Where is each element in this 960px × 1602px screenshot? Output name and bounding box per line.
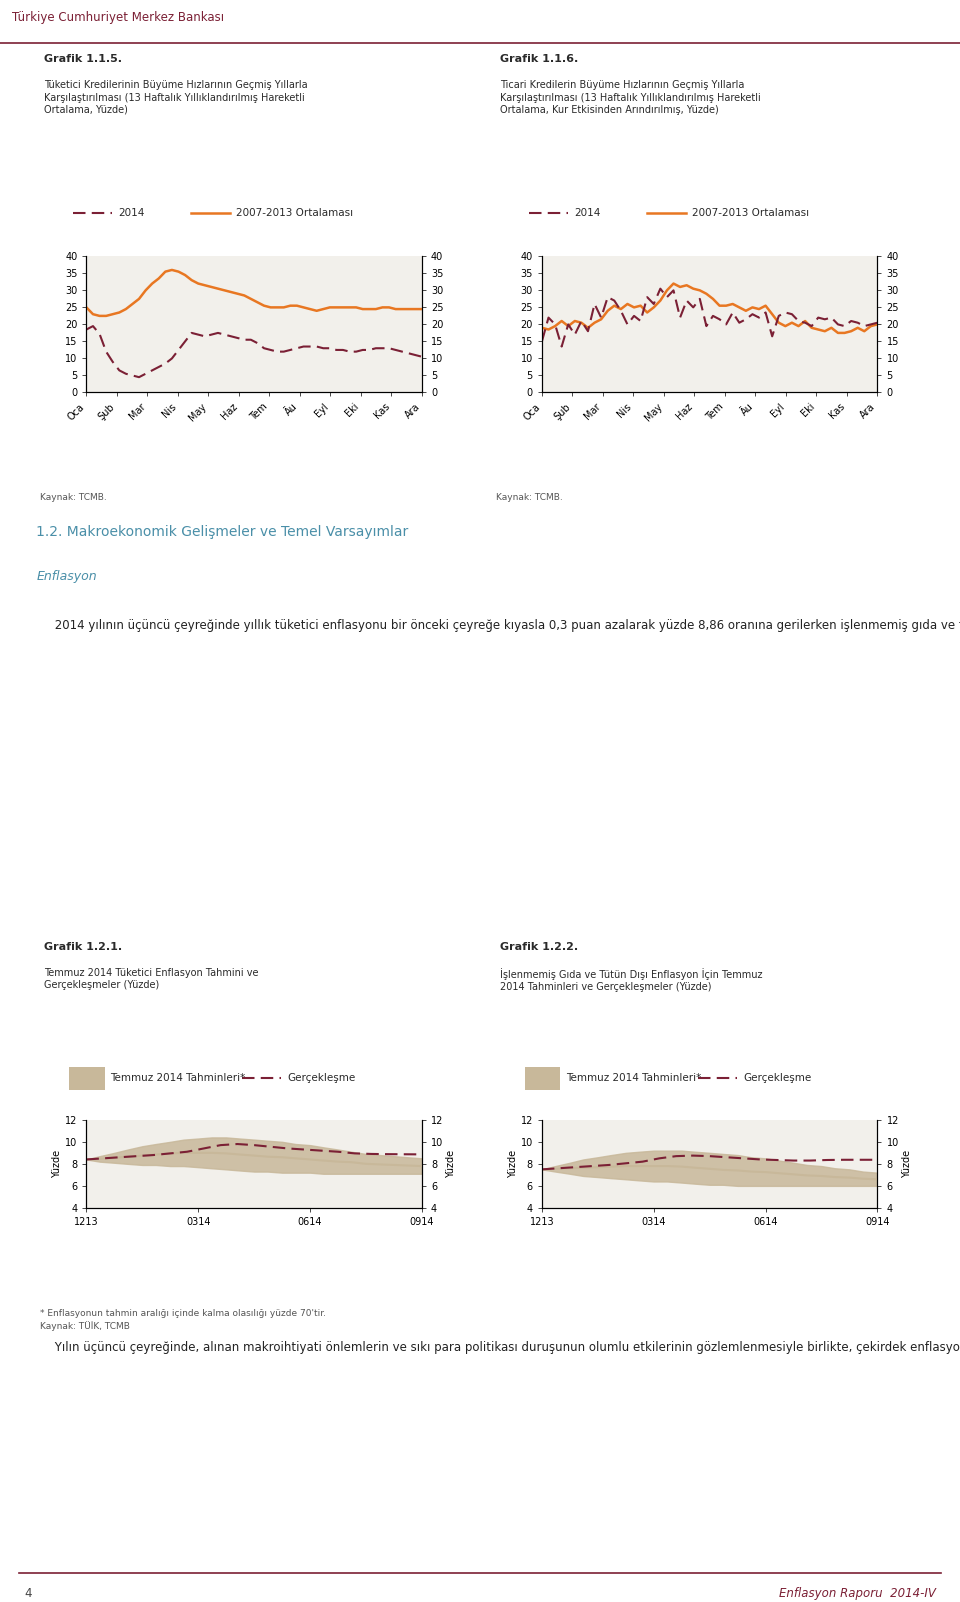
Text: * Enflasyonun tahmin aralığı içinde kalma olasılığı yüzde 70'tir.
Kaynak: TÜİK, : * Enflasyonun tahmin aralığı içinde kalm… xyxy=(40,1309,326,1331)
Text: Temmuz 2014 Tahminleri*: Temmuz 2014 Tahminleri* xyxy=(566,1073,701,1083)
Bar xyxy=(525,1067,560,1089)
Y-axis label: Yüzde: Yüzde xyxy=(508,1150,517,1177)
Text: Kaynak: TCMB.: Kaynak: TCMB. xyxy=(495,493,563,503)
Text: Kaynak: TCMB.: Kaynak: TCMB. xyxy=(40,493,108,503)
Text: 2014: 2014 xyxy=(118,208,145,218)
Y-axis label: Yüzde: Yüzde xyxy=(446,1150,456,1177)
Y-axis label: Yüzde: Yüzde xyxy=(901,1150,912,1177)
Text: 2007-2013 Ortalaması: 2007-2013 Ortalaması xyxy=(692,208,809,218)
Text: İşlenmemiş Gıda ve Tütün Dışı Enflasyon İçin Temmuz
2014 Tahminleri ve Gerçekleş: İşlenmemiş Gıda ve Tütün Dışı Enflasyon … xyxy=(499,968,762,992)
Text: Grafik 1.2.1.: Grafik 1.2.1. xyxy=(44,942,122,952)
Text: 2007-2013 Ortalaması: 2007-2013 Ortalaması xyxy=(236,208,353,218)
Y-axis label: Yüzde: Yüzde xyxy=(52,1150,62,1177)
Text: Grafik 1.2.2.: Grafik 1.2.2. xyxy=(499,942,578,952)
Text: Enflasyon Raporu  2014-IV: Enflasyon Raporu 2014-IV xyxy=(780,1586,936,1600)
Text: Ticari Kredilerin Büyüme Hızlarının Geçmiş Yıllarla
Karşılaştırılması (13 Haftal: Ticari Kredilerin Büyüme Hızlarının Geçm… xyxy=(499,80,760,115)
Text: Grafik 1.1.6.: Grafik 1.1.6. xyxy=(499,54,578,64)
Text: Gerçekleşme: Gerçekleşme xyxy=(743,1073,811,1083)
Bar xyxy=(69,1067,105,1089)
Text: Temmuz 2014 Tüketici Enflasyon Tahmini ve
Gerçekleşmeler (Yüzde): Temmuz 2014 Tüketici Enflasyon Tahmini v… xyxy=(44,968,258,990)
Text: Yılın üçüncü çeyreğinde, alınan makroihtiyati önlemlerin ve sıkı para politikası: Yılın üçüncü çeyreğinde, alınan makroiht… xyxy=(36,1341,960,1354)
Text: Gerçekleşme: Gerçekleşme xyxy=(287,1073,355,1083)
Text: 2014: 2014 xyxy=(574,208,600,218)
Text: Tüketici Kredilerinin Büyüme Hızlarının Geçmiş Yıllarla
Karşılaştırılması (13 Ha: Tüketici Kredilerinin Büyüme Hızlarının … xyxy=(44,80,308,115)
Text: 4: 4 xyxy=(24,1586,32,1600)
Text: 2014 yılının üçüncü çeyreğinde yıllık tüketici enflasyonu bir önceki çeyreğe kıy: 2014 yılının üçüncü çeyreğinde yıllık tü… xyxy=(36,618,960,633)
Text: Türkiye Cumhuriyet Merkez Bankası: Türkiye Cumhuriyet Merkez Bankası xyxy=(12,11,225,24)
Text: Enflasyon: Enflasyon xyxy=(36,570,97,583)
Text: 1.2. Makroekonomik Gelişmeler ve Temel Varsayımlar: 1.2. Makroekonomik Gelişmeler ve Temel V… xyxy=(36,525,409,540)
Text: Grafik 1.1.5.: Grafik 1.1.5. xyxy=(44,54,122,64)
Text: Temmuz 2014 Tahminleri*: Temmuz 2014 Tahminleri* xyxy=(110,1073,246,1083)
